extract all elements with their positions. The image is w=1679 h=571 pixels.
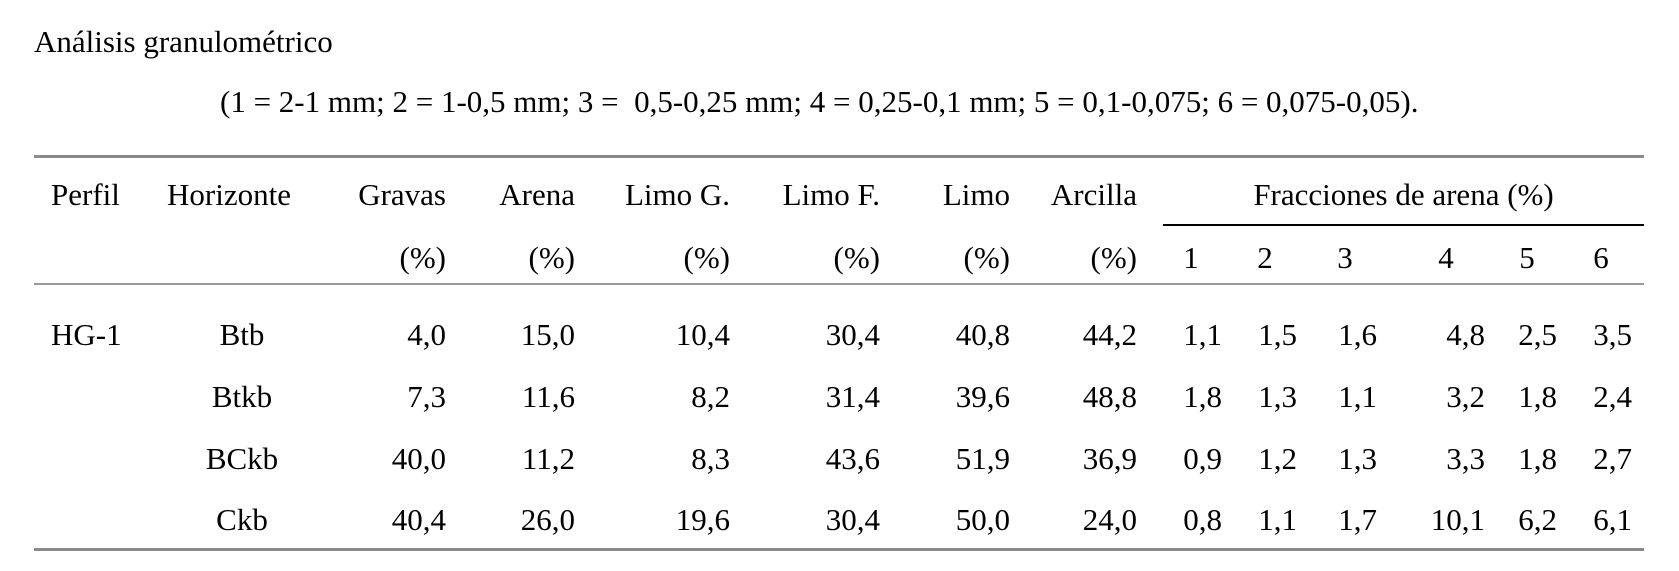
- table-cell-fraction-5: 6,2: [1518, 502, 1557, 537]
- table-cell-perfil: HG-1: [51, 317, 122, 352]
- fractions-underline: [1163, 224, 1644, 226]
- table-cell-fraction-1: 1,8: [1183, 379, 1222, 414]
- unit-limo-f: (%): [833, 240, 880, 275]
- table-cell-limo: 51,9: [955, 441, 1010, 476]
- table-cell-limo: 40,8: [955, 317, 1010, 352]
- header-fracciones: Fracciones de arena (%): [1253, 177, 1554, 212]
- table-cell-horizonte: Btkb: [211, 379, 273, 414]
- table-cell-gravas: 40,4: [391, 502, 446, 537]
- table-cell-fraction-2: 1,5: [1258, 317, 1297, 352]
- header-arena: Arena: [499, 177, 575, 212]
- table-cell-fraction-3: 1,1: [1338, 379, 1377, 414]
- table-cell-arena: 11,2: [521, 441, 575, 476]
- table-cell-horizonte: Ckb: [216, 502, 268, 537]
- fraction-header-2: 2: [1257, 240, 1273, 275]
- table-cell-limo-g: 8,3: [691, 441, 730, 476]
- table-cell-limo-g: 8,2: [691, 379, 730, 414]
- unit-gravas: (%): [399, 240, 446, 275]
- table-cell-horizonte: BCkb: [205, 441, 279, 476]
- table-cell-fraction-6: 2,4: [1593, 379, 1632, 414]
- table-title: Análisis granulométrico: [34, 24, 333, 59]
- table-subtitle: (1 = 2-1 mm; 2 = 1-0,5 mm; 3 = 0,5-0,25 …: [220, 84, 1419, 119]
- header-limo-g: Limo G.: [624, 177, 730, 212]
- table-cell-fraction-4: 4,8: [1446, 317, 1485, 352]
- table-cell-fraction-6: 3,5: [1593, 317, 1632, 352]
- unit-limo: (%): [963, 240, 1010, 275]
- table-cell-gravas: 40,0: [391, 441, 446, 476]
- header-rule: [34, 283, 1644, 285]
- table-cell-gravas: 4,0: [407, 317, 446, 352]
- table-cell-fraction-1: 1,1: [1183, 317, 1222, 352]
- table-cell-fraction-3: 1,6: [1338, 317, 1377, 352]
- table-cell-limo: 39,6: [955, 379, 1010, 414]
- table-cell-arena: 11,6: [521, 379, 575, 414]
- table-cell-limo-f: 43,6: [825, 441, 880, 476]
- header-limo: Limo: [942, 177, 1010, 212]
- fraction-header-1: 1: [1183, 240, 1199, 275]
- table-cell-limo-g: 10,4: [675, 317, 730, 352]
- header-arcilla: Arcilla: [1050, 177, 1137, 212]
- fraction-header-6: 6: [1593, 240, 1609, 275]
- table-cell-arcilla: 24,0: [1082, 502, 1137, 537]
- table-cell-limo-f: 30,4: [825, 317, 880, 352]
- top-rule: [34, 155, 1644, 158]
- table-cell-fraction-2: 1,3: [1258, 379, 1297, 414]
- table-cell-limo-f: 31,4: [825, 379, 880, 414]
- header-gravas: Gravas: [358, 177, 446, 212]
- table-cell-fraction-6: 2,7: [1593, 441, 1632, 476]
- unit-limo-g: (%): [683, 240, 730, 275]
- header-limo-f: Limo F.: [782, 177, 880, 212]
- unit-arcilla: (%): [1090, 240, 1137, 275]
- table-cell-gravas: 7,3: [407, 379, 446, 414]
- table-cell-arena: 15,0: [520, 317, 575, 352]
- table-cell-fraction-5: 2,5: [1518, 317, 1557, 352]
- table-cell-limo-f: 30,4: [825, 502, 880, 537]
- header-horizonte: Horizonte: [167, 177, 291, 212]
- bottom-rule: [34, 548, 1644, 551]
- table-cell-fraction-5: 1,8: [1518, 441, 1557, 476]
- table-cell-fraction-3: 1,7: [1338, 502, 1377, 537]
- table-cell-fraction-1: 0,8: [1183, 502, 1222, 537]
- table-cell-arcilla: 44,2: [1082, 317, 1137, 352]
- header-perfil: Perfil: [51, 177, 120, 212]
- table-cell-limo: 50,0: [955, 502, 1010, 537]
- table-cell-fraction-5: 1,8: [1518, 379, 1557, 414]
- table-cell-arena: 26,0: [520, 502, 575, 537]
- table-cell-arcilla: 36,9: [1082, 441, 1137, 476]
- fraction-header-4: 4: [1438, 240, 1454, 275]
- fraction-header-5: 5: [1519, 240, 1535, 275]
- table-cell-fraction-4: 3,3: [1446, 441, 1485, 476]
- table-cell-horizonte: Btb: [219, 317, 265, 352]
- table-cell-fraction-3: 1,3: [1338, 441, 1377, 476]
- table-cell-arcilla: 48,8: [1082, 379, 1137, 414]
- unit-arena: (%): [528, 240, 575, 275]
- table-cell-fraction-2: 1,2: [1258, 441, 1297, 476]
- table-cell-fraction-2: 1,1: [1258, 502, 1297, 537]
- table-cell-fraction-4: 3,2: [1446, 379, 1485, 414]
- table-cell-fraction-1: 0,9: [1183, 441, 1222, 476]
- fraction-header-3: 3: [1337, 240, 1353, 275]
- table-cell-fraction-4: 10,1: [1430, 502, 1485, 537]
- table-cell-limo-g: 19,6: [675, 502, 730, 537]
- table-cell-fraction-6: 6,1: [1593, 502, 1632, 537]
